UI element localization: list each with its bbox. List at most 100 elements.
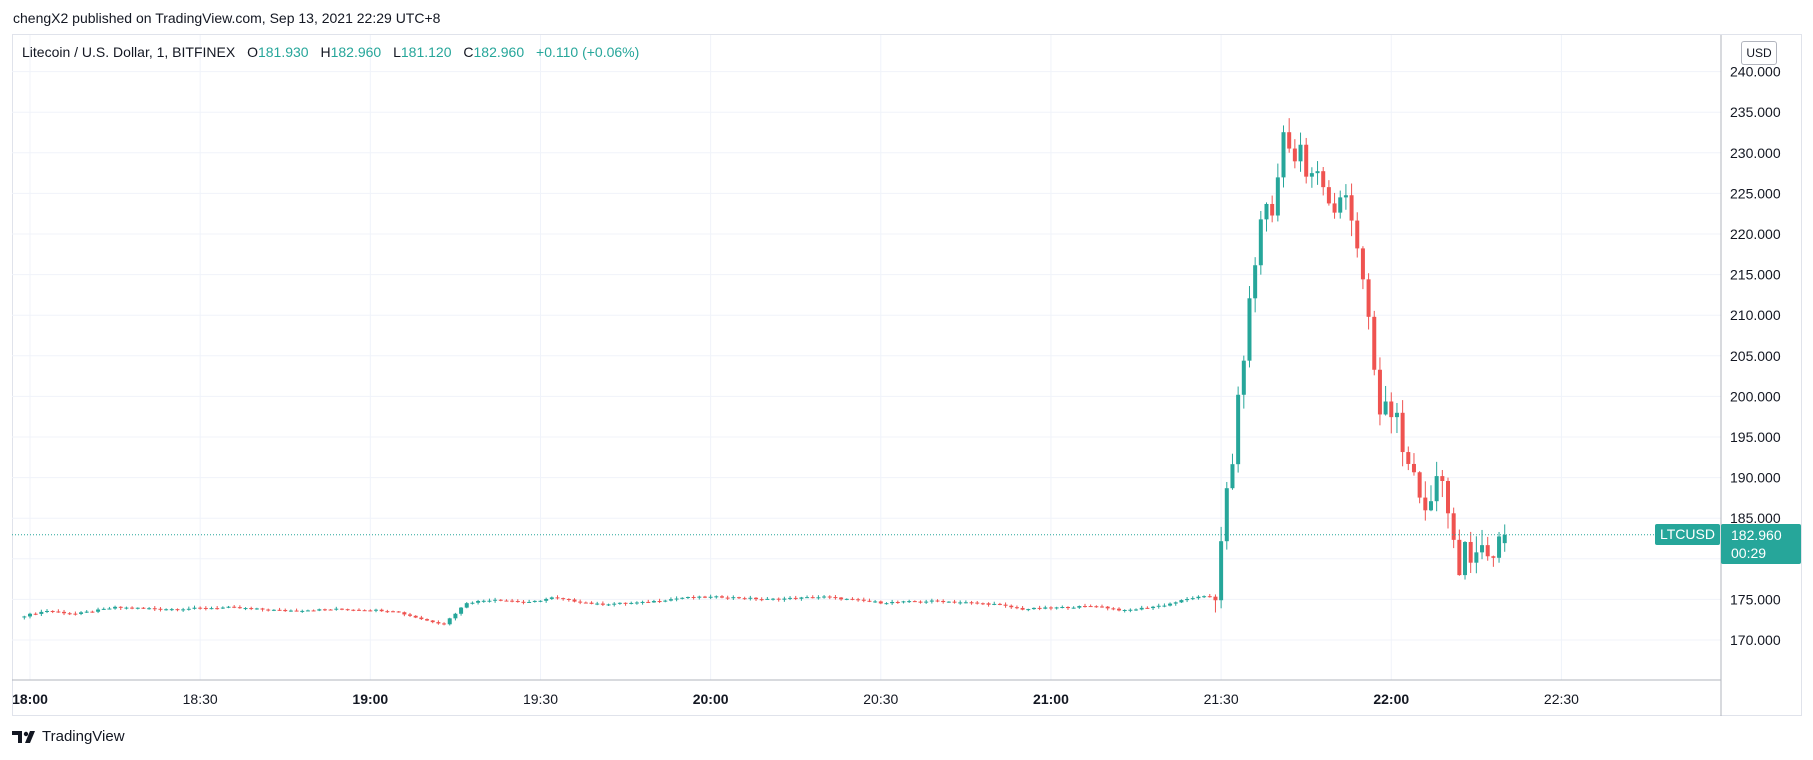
legend-high-label: H <box>320 44 331 60</box>
candle-body <box>368 610 373 612</box>
candle-body <box>164 609 169 611</box>
candle-body <box>1417 472 1422 498</box>
candle-body <box>84 611 89 613</box>
y-tick-label: 235.000 <box>1730 104 1781 120</box>
candle-body <box>1485 545 1490 557</box>
legend-symbol[interactable]: Litecoin / U.S. Dollar, 1, BITFINEX <box>22 44 236 60</box>
y-tick-label: 240.000 <box>1730 64 1781 80</box>
candle-body <box>487 600 492 602</box>
candle-body <box>549 597 554 599</box>
candle-body <box>430 620 435 623</box>
candle-body <box>578 601 583 603</box>
y-tick-label: 195.000 <box>1730 429 1781 445</box>
candle-body <box>1411 463 1416 473</box>
candle-body <box>1315 171 1320 174</box>
candle-body <box>135 607 140 609</box>
candle-body <box>1497 536 1502 558</box>
candle-body <box>782 598 787 600</box>
candle-body <box>294 610 299 612</box>
candle-body <box>198 607 203 609</box>
candle-body <box>391 611 396 613</box>
candle-body <box>1020 607 1025 610</box>
candle-body <box>305 610 310 612</box>
candle-body <box>691 596 696 598</box>
candle-body <box>668 599 673 601</box>
candle-body <box>79 612 84 614</box>
y-tick-label: 200.000 <box>1730 388 1781 404</box>
candle-body <box>1451 513 1456 540</box>
candle-body <box>1326 187 1331 204</box>
candle-body <box>288 610 293 612</box>
candle-body <box>470 602 475 604</box>
candle-body <box>640 601 645 603</box>
footer-brand[interactable]: TradingView <box>12 728 125 745</box>
candle-body <box>674 598 679 600</box>
legend-change: +0.110 (+0.06%) <box>536 44 640 60</box>
candle-body <box>419 617 424 620</box>
candle-body <box>1247 298 1252 361</box>
candle-body <box>130 607 135 609</box>
candle-body <box>1463 541 1468 576</box>
candle-body <box>476 600 481 603</box>
candle-body <box>33 613 38 615</box>
candle-body <box>1491 556 1496 558</box>
candle-body <box>714 596 719 598</box>
candle-body <box>362 610 367 612</box>
candle-body <box>141 607 146 609</box>
candle-body <box>1377 369 1382 415</box>
candle-body <box>1321 171 1326 188</box>
candle-body <box>1236 394 1241 465</box>
candle-body <box>856 599 861 601</box>
candle-body <box>45 610 50 612</box>
candle-body <box>1219 541 1224 601</box>
candle-body <box>515 601 520 603</box>
candle-body <box>901 601 906 603</box>
candle-body <box>1434 476 1439 502</box>
candle-body <box>1145 607 1150 609</box>
candle-body <box>963 602 968 604</box>
candle-body <box>1275 177 1280 216</box>
candle-body <box>1122 609 1127 611</box>
candle-body <box>810 597 815 599</box>
candle-body <box>1014 607 1019 609</box>
candle-body <box>629 602 634 604</box>
candle-body <box>181 609 186 611</box>
candle-body <box>1349 195 1354 221</box>
candle-body <box>816 597 821 599</box>
candle-body <box>555 597 560 599</box>
candle-body <box>969 602 974 604</box>
candle-body <box>1207 596 1212 598</box>
candle-body <box>328 609 333 611</box>
candle-body <box>1428 501 1433 511</box>
candle-body <box>532 600 537 602</box>
candle-body <box>56 611 61 613</box>
candle-body <box>1134 609 1139 611</box>
legend-close-value: 182.960 <box>473 44 525 60</box>
legend-close-label: C <box>463 44 474 60</box>
candle-body <box>1168 603 1173 606</box>
candle-body <box>527 601 532 603</box>
candle-body <box>941 600 946 603</box>
candle-body <box>1298 144 1303 162</box>
y-tick-label: 175.000 <box>1730 591 1781 607</box>
candle-body <box>1389 401 1394 418</box>
candle-body <box>867 600 872 602</box>
candle-body <box>566 598 571 600</box>
currency-button[interactable]: USD <box>1741 41 1777 65</box>
candle-body <box>1304 144 1309 177</box>
candle-body <box>1009 605 1014 608</box>
candle-body <box>839 597 844 600</box>
candle-body <box>1287 132 1292 149</box>
candle-body <box>912 601 917 603</box>
x-tick-label: 19:30 <box>523 691 558 707</box>
candle-body <box>1502 534 1507 544</box>
candle-body <box>345 609 350 611</box>
candle-body <box>510 600 515 602</box>
candle-body <box>1440 476 1445 481</box>
candle-body <box>1196 596 1201 599</box>
candle-body <box>28 613 32 617</box>
candle-body <box>1474 552 1479 563</box>
candle-body <box>725 597 730 599</box>
candle-body <box>232 606 237 608</box>
